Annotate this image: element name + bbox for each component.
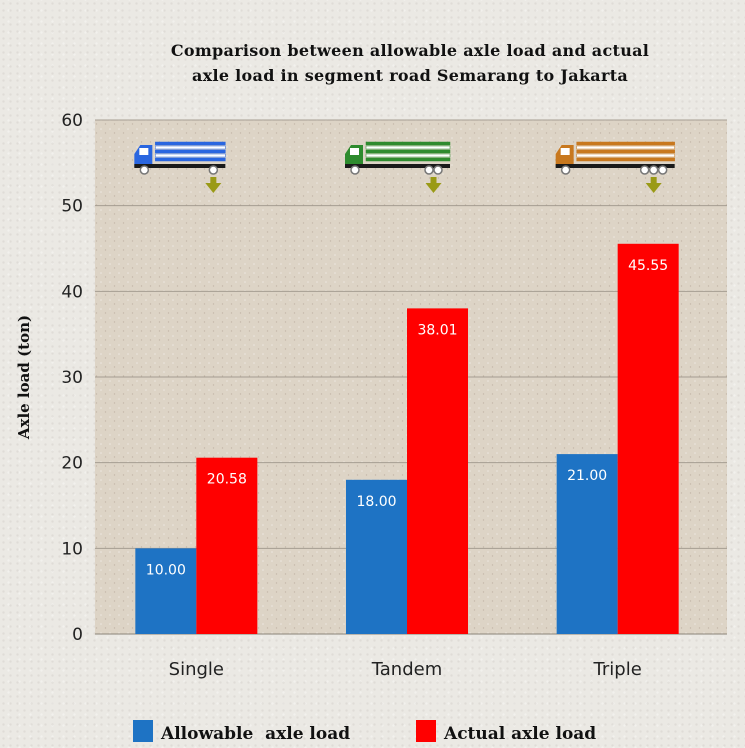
bar-actual-single bbox=[196, 457, 258, 634]
y-tick-label: 40 bbox=[61, 282, 83, 302]
bar-allowable-triple bbox=[556, 454, 618, 634]
bar-value-label: 38.01 bbox=[417, 322, 457, 338]
y-tick-label: 60 bbox=[61, 111, 83, 131]
chart-title: Comparison between allowable axle load a… bbox=[170, 41, 650, 85]
bar-value-label: 21.00 bbox=[567, 468, 607, 484]
x-tick-label: Tandem bbox=[371, 659, 443, 680]
bar-actual-tandem bbox=[407, 308, 468, 634]
legend-label: Actual axle load bbox=[443, 724, 596, 744]
bar-value-label: 10.00 bbox=[146, 562, 186, 578]
bar-value-label: 45.55 bbox=[628, 258, 668, 274]
y-axis-label: Axle load (ton) bbox=[15, 315, 33, 440]
bar-value-label: 18.00 bbox=[356, 494, 396, 510]
bar-value-label: 20.58 bbox=[207, 472, 247, 488]
y-tick-label: 50 bbox=[61, 197, 83, 217]
y-tick-label: 0 bbox=[72, 625, 83, 645]
bar-allowable-tandem bbox=[346, 479, 407, 634]
legend-swatch bbox=[416, 720, 436, 742]
x-tick-label: Triple bbox=[593, 659, 642, 680]
bar-allowable-single bbox=[135, 548, 197, 634]
legend-swatch bbox=[133, 720, 153, 742]
bar-actual-triple bbox=[617, 243, 679, 634]
single-axle-truck-icon bbox=[134, 141, 226, 193]
triple-axle-truck-icon bbox=[555, 141, 675, 193]
y-tick-label: 30 bbox=[61, 368, 83, 388]
tandem-axle-truck-icon bbox=[345, 141, 451, 193]
x-tick-label: Single bbox=[169, 659, 224, 680]
legend-label: Allowable axle load bbox=[160, 724, 350, 744]
y-tick-label: 10 bbox=[61, 539, 83, 559]
y-tick-label: 20 bbox=[61, 454, 83, 474]
